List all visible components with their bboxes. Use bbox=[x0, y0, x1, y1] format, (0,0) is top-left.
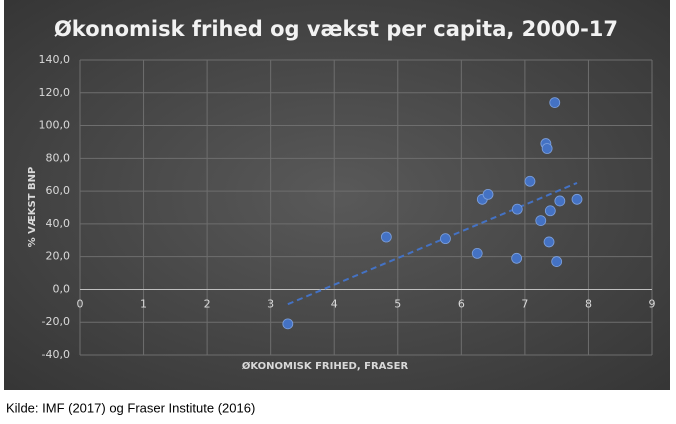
y-tick-label: 120,0 bbox=[39, 86, 71, 99]
x-tick-label: 7 bbox=[521, 297, 528, 310]
y-tick-label: 140,0 bbox=[39, 53, 71, 66]
y-tick-label: 0,0 bbox=[53, 282, 71, 295]
trendline bbox=[287, 181, 578, 306]
data-point bbox=[482, 188, 494, 200]
data-point bbox=[543, 236, 555, 248]
x-tick-label: 5 bbox=[394, 297, 401, 310]
y-tick-label: 80,0 bbox=[46, 151, 71, 164]
x-tick-label: 9 bbox=[649, 297, 656, 310]
x-tick-label: 0 bbox=[77, 297, 84, 310]
y-tick-label: 60,0 bbox=[46, 184, 71, 197]
data-point bbox=[440, 233, 451, 245]
y-axis-title: % VÆKST BNP bbox=[27, 167, 38, 248]
data-point bbox=[282, 318, 294, 330]
source-note: Kilde: IMF (2017) og Fraser Institute (2… bbox=[6, 400, 255, 415]
data-point bbox=[524, 175, 536, 187]
y-tick-label: 100,0 bbox=[39, 119, 71, 132]
y-tick-label: -40,0 bbox=[42, 348, 70, 361]
data-point bbox=[535, 215, 547, 227]
data-point bbox=[511, 203, 523, 215]
y-tick-label: 40,0 bbox=[46, 217, 71, 230]
data-point bbox=[571, 193, 583, 205]
x-tick-label: 8 bbox=[585, 297, 592, 310]
chart-title: Økonomisk frihed og vækst per capita, 20… bbox=[54, 17, 618, 41]
data-point bbox=[551, 256, 563, 267]
data-point bbox=[380, 231, 392, 243]
x-tick-label: 1 bbox=[140, 297, 147, 310]
data-point bbox=[511, 252, 523, 264]
x-tick-label: 4 bbox=[331, 297, 338, 310]
y-tick-label: -20,0 bbox=[42, 315, 70, 328]
x-tick-label: 6 bbox=[458, 297, 465, 310]
data-point bbox=[549, 97, 561, 109]
y-tick-label: 20,0 bbox=[46, 250, 71, 263]
data-point bbox=[471, 247, 483, 259]
x-axis-title: ØKONOMISK FRIHED, FRASER bbox=[242, 360, 409, 372]
data-point bbox=[544, 205, 556, 217]
chart-background bbox=[4, 0, 670, 390]
x-tick-label: 2 bbox=[204, 297, 211, 310]
data-point bbox=[554, 195, 566, 207]
data-point bbox=[541, 143, 553, 154]
x-tick-label: 3 bbox=[267, 297, 274, 310]
